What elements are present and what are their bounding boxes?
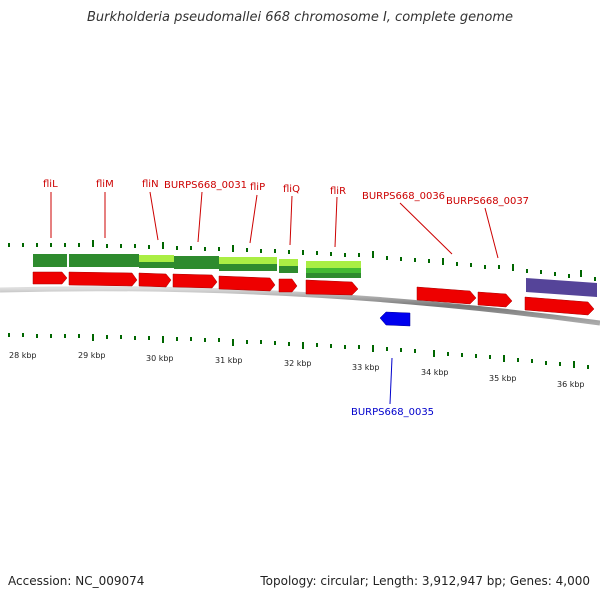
feature-block[interactable]: [219, 264, 277, 271]
gene-label-fliq[interactable]: fliQ: [283, 184, 300, 195]
upper-tick-row: [8, 240, 596, 281]
accession-text: Accession: NC_009074: [8, 574, 145, 588]
lower-tick-row: [8, 333, 589, 369]
kbp-label: 34 kbp: [421, 368, 449, 377]
gene-arrow[interactable]: [477, 291, 513, 308]
gene-label-burps668-0031[interactable]: BURPS668_0031: [164, 180, 247, 191]
topology-summary: Topology: circular; Length: 3,912,947 bp…: [260, 574, 590, 588]
chromosome-backbone: [0, 286, 600, 326]
feature-block[interactable]: [139, 255, 174, 262]
gene-label-flir[interactable]: fliR: [330, 186, 346, 197]
kbp-label: 28 kbp: [9, 351, 37, 360]
feature-track: [33, 254, 597, 297]
kbp-label: 35 kbp: [489, 374, 517, 383]
map-title: Burkholderia pseudomallei 668 chromosome…: [86, 10, 514, 25]
gene-arrow[interactable]: [32, 271, 68, 285]
kbp-label: 33 kbp: [352, 363, 380, 372]
gene-label-flip[interactable]: fliP: [250, 182, 265, 193]
gene-arrow[interactable]: [305, 279, 359, 296]
gene-label-flil[interactable]: fliL: [43, 179, 58, 190]
kbp-scale: 28 kbp 29 kbp 30 kbp 31 kbp 32 kbp 33 kb…: [9, 351, 585, 389]
feature-block-purple[interactable]: [526, 278, 597, 297]
label-leaders: [50, 191, 499, 259]
kbp-label: 32 kbp: [284, 359, 312, 368]
feature-block[interactable]: [174, 256, 219, 269]
feature-block[interactable]: [219, 257, 277, 264]
feature-block[interactable]: [306, 261, 361, 268]
feature-block[interactable]: [139, 262, 174, 268]
gene-arrow[interactable]: [524, 296, 595, 316]
kbp-label: 36 kbp: [557, 380, 585, 389]
feature-block[interactable]: [306, 273, 361, 278]
feature-block[interactable]: [69, 254, 139, 267]
gene-label-burps668-0037[interactable]: BURPS668_0037: [446, 196, 529, 207]
gene-arrow[interactable]: [218, 275, 276, 292]
gene-arrow[interactable]: [278, 278, 298, 293]
gene-labels: fliL fliM fliN BURPS668_0031 fliP fliQ f…: [43, 179, 529, 418]
feature-block[interactable]: [33, 254, 67, 267]
gene-arrow[interactable]: [172, 273, 218, 289]
label-leader-blue: [389, 357, 393, 405]
gene-label-burps668-0035[interactable]: BURPS668_0035: [351, 407, 434, 418]
feature-block[interactable]: [279, 266, 298, 273]
kbp-label: 29 kbp: [78, 351, 106, 360]
gene-label-flim[interactable]: fliM: [96, 179, 114, 190]
gene-arrow[interactable]: [138, 272, 172, 288]
feature-block[interactable]: [279, 259, 298, 266]
reverse-gene-arrow[interactable]: [379, 311, 411, 327]
forward-gene-track: [32, 271, 595, 316]
feature-block[interactable]: [306, 268, 361, 273]
gene-label-burps668-0036[interactable]: BURPS668_0036: [362, 191, 445, 202]
gene-arrow[interactable]: [416, 286, 477, 305]
gene-arrow[interactable]: [68, 271, 138, 287]
kbp-label: 31 kbp: [215, 356, 243, 365]
gene-label-flin[interactable]: fliN: [142, 179, 159, 190]
kbp-label: 30 kbp: [146, 354, 174, 363]
